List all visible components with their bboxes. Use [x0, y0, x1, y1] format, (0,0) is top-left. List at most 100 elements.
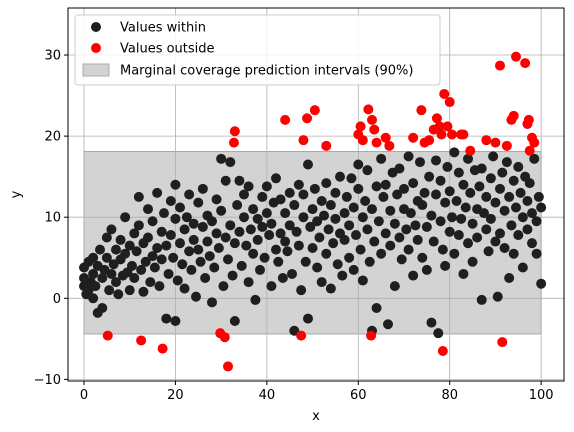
point-value-outside [366, 330, 377, 341]
point-value-within [444, 226, 455, 237]
point-value-within [314, 232, 325, 243]
point-value-within [362, 224, 373, 235]
point-value-within [373, 216, 384, 227]
point-value-within [389, 281, 400, 292]
point-value-outside [497, 337, 508, 348]
point-value-within [348, 202, 359, 213]
point-value-within [211, 228, 222, 239]
point-value-within [325, 283, 336, 294]
point-value-within [211, 194, 222, 205]
point-value-within [145, 277, 156, 288]
legend-entry-prediction-interval: Marginal coverage prediction intervals (… [120, 64, 413, 79]
point-value-within [170, 179, 181, 190]
point-value-within [209, 262, 220, 273]
point-value-within [287, 268, 297, 279]
point-value-within [335, 171, 345, 182]
point-value-within [95, 244, 105, 255]
point-value-outside [436, 129, 447, 140]
point-value-within [328, 238, 339, 249]
point-value-within [415, 157, 425, 168]
legend-box [74, 14, 441, 86]
point-value-outside [501, 140, 512, 151]
point-value-outside [309, 105, 320, 116]
point-value-within [248, 248, 259, 259]
point-value-within [341, 191, 352, 202]
point-value-within [175, 202, 185, 213]
y-tick-label: −10 [34, 373, 61, 388]
point-value-within [392, 189, 403, 200]
point-value-within [133, 191, 144, 202]
point-value-within [143, 232, 153, 243]
point-value-outside [369, 124, 380, 135]
point-value-within [232, 200, 243, 211]
point-value-within [339, 234, 350, 245]
point-value-within [364, 256, 375, 267]
point-value-outside [371, 137, 382, 148]
point-value-within [239, 212, 249, 223]
point-value-within [188, 218, 199, 229]
point-value-within [378, 191, 389, 202]
point-value-within [465, 187, 476, 198]
point-value-within [495, 183, 505, 194]
point-value-within [303, 159, 313, 170]
point-value-within [316, 277, 327, 288]
point-value-within [467, 256, 478, 267]
point-value-within [453, 167, 464, 178]
point-value-within [197, 221, 208, 232]
point-value-within [129, 228, 140, 239]
point-value-within [380, 228, 391, 239]
point-value-within [101, 252, 112, 263]
legend-marker-values-within [91, 22, 101, 32]
point-value-within [131, 246, 142, 257]
point-value-within [170, 315, 181, 326]
point-value-within [357, 212, 368, 223]
point-value-within [115, 234, 126, 245]
point-value-within [428, 236, 439, 247]
point-value-within [515, 187, 526, 198]
point-value-outside [219, 332, 230, 343]
point-value-outside [439, 88, 450, 99]
point-value-within [236, 260, 247, 271]
point-value-within [177, 259, 188, 270]
point-value-within [351, 230, 361, 241]
point-value-within [433, 328, 444, 339]
point-value-within [149, 262, 160, 273]
point-value-within [202, 236, 213, 247]
point-value-within [239, 189, 249, 200]
point-value-outside [416, 105, 427, 116]
point-value-within [435, 175, 446, 186]
point-value-within [490, 236, 501, 247]
points-layer [79, 51, 547, 372]
y-tick-label: 10 [44, 211, 61, 226]
point-value-within [220, 232, 231, 243]
point-value-within [179, 283, 190, 294]
point-value-within [504, 191, 515, 202]
point-value-within [531, 248, 542, 259]
point-value-within [485, 213, 496, 224]
x-tick-label: 100 [529, 388, 554, 403]
point-value-within [353, 159, 364, 170]
point-value-within [371, 303, 382, 314]
point-value-within [339, 208, 350, 219]
point-value-outside [229, 126, 240, 137]
point-value-within [193, 244, 204, 255]
point-value-within [360, 195, 371, 206]
point-value-within [261, 181, 272, 192]
point-value-within [266, 281, 277, 292]
x-tick-label: 0 [80, 388, 88, 403]
point-value-within [188, 234, 199, 245]
point-value-within [225, 157, 236, 168]
point-value-within [435, 216, 446, 227]
point-value-within [440, 260, 451, 271]
y-axis-ticks: −10 0 10 20 30 [34, 49, 68, 388]
point-value-within [330, 187, 341, 198]
x-axis-label: x [312, 409, 320, 424]
point-value-within [325, 200, 336, 211]
point-value-within [289, 200, 300, 211]
point-value-within [111, 277, 121, 288]
point-value-within [106, 268, 117, 279]
point-value-within [527, 208, 537, 219]
point-value-outside [444, 97, 455, 108]
point-value-within [252, 213, 263, 224]
point-value-outside [524, 145, 535, 156]
